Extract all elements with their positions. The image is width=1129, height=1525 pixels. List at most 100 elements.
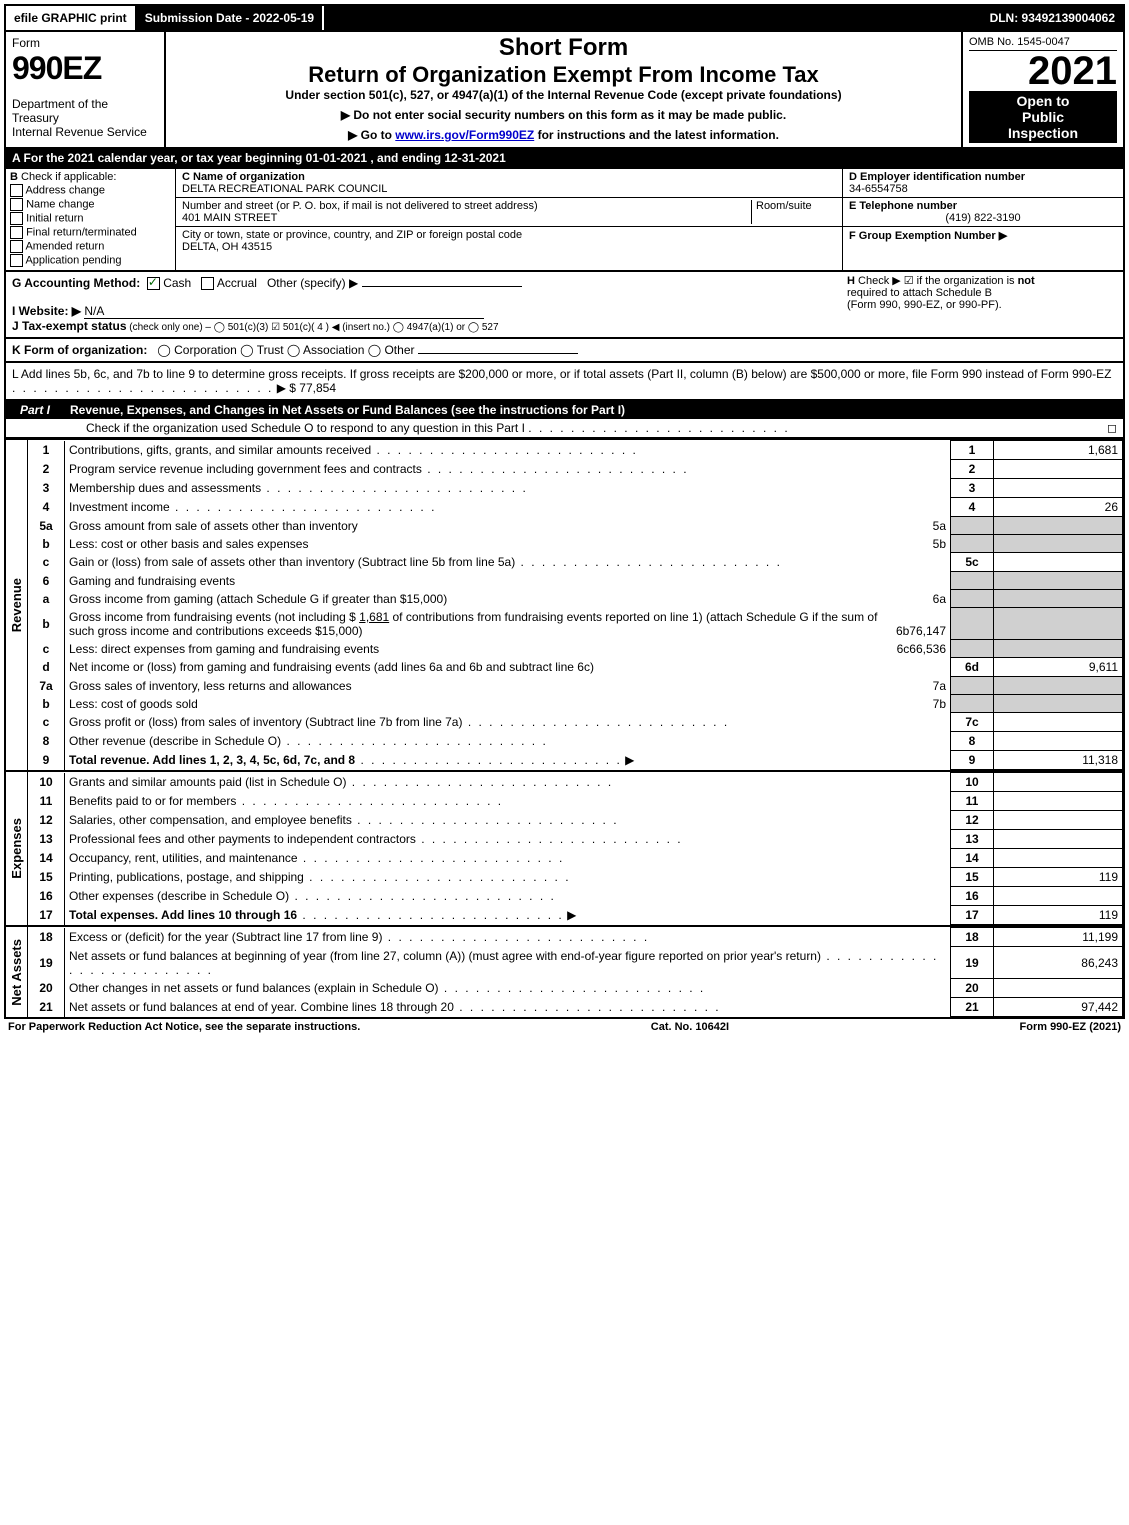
line2-desc: Program service revenue including govern… [69,462,422,476]
k-opts: ◯ Corporation ◯ Trust ◯ Association ◯ Ot… [157,343,414,357]
line6d-desc: Net income or (loss) from gaming and fun… [69,660,594,674]
g-other: Other (specify) ▶ [267,276,358,290]
line20-no: 20 [951,979,994,998]
l-text: L Add lines 5b, 6c, and 7b to line 9 to … [12,367,1111,381]
line12-val [994,811,1123,830]
line17-val: 119 [994,906,1123,925]
line11-no: 11 [951,792,994,811]
opt-pending[interactable]: Application pending [10,254,171,267]
netassets-label: Net Assets [9,939,24,1006]
opt-final-return[interactable]: Final return/terminated [10,226,171,239]
line19-no: 19 [951,947,994,979]
b-check-label: Check if applicable: [21,171,116,183]
revenue-label: Revenue [9,578,24,632]
j-row: J Tax-exempt status (check only one) ‒ ◯… [12,319,1117,333]
submission-date: Submission Date - 2022-05-19 [137,6,324,30]
line21-no: 21 [951,998,994,1017]
j-label: J Tax-exempt status [12,319,127,333]
opt-name-change[interactable]: Name change [10,198,171,211]
header-left: Form 990EZ Department of the Treasury In… [6,32,166,147]
line1-no: 1 [951,441,994,460]
l-row: L Add lines 5b, 6c, and 7b to line 9 to … [4,363,1125,401]
col-B: B Check if applicable: Address change Na… [6,169,176,270]
line15-val: 119 [994,868,1123,887]
line6c-inno: 6c [897,642,910,656]
opt-address-change[interactable]: Address change [10,184,171,197]
c-city-label: City or town, state or province, country… [182,229,522,241]
open-line3: Inspection [973,125,1113,141]
line6b-pre: Gross income from fundraising events (no… [69,610,359,624]
line13-val [994,830,1123,849]
line7c-desc: Gross profit or (loss) from sales of inv… [69,715,462,729]
part-I-container: Part I Revenue, Expenses, and Changes in… [4,401,1125,440]
d-label: D Employer identification number [849,171,1025,183]
h-box: H Check ▶ ☑ if the organization is not r… [847,274,1117,311]
line6c-desc: Less: direct expenses from gaming and fu… [69,642,897,656]
g-accrual-check[interactable] [201,277,214,290]
line20-val [994,979,1123,998]
line12-no: 12 [951,811,994,830]
line14-val [994,849,1123,868]
efile-label: efile GRAPHIC print [6,6,137,30]
line15-no: 15 [951,868,994,887]
netassets-side: Net Assets [6,927,28,1017]
footer-center: Cat. No. 10642I [651,1021,729,1033]
c-name-value: DELTA RECREATIONAL PARK COUNCIL [182,183,387,195]
header-right: OMB No. 1545-0047 2021 Open to Public In… [963,32,1123,147]
form-number: 990EZ [12,50,158,87]
line16-no: 16 [951,887,994,906]
footer-right-pre: Form [1020,1021,1051,1033]
goto-link[interactable]: www.irs.gov/Form990EZ [395,128,534,142]
line8-no: 8 [951,732,994,751]
opt-initial-return[interactable]: Initial return [10,212,171,225]
line6b-amt: 1,681 [359,610,389,624]
revenue-section: Revenue 1 Contributions, gifts, grants, a… [4,440,1125,772]
line14-no: 14 [951,849,994,868]
line9-desc: Total revenue. Add lines 1, 2, 3, 4, 5c,… [69,753,355,767]
line3-no: 3 [951,479,994,498]
c-street-row: Number and street (or P. O. box, if mail… [176,198,842,227]
expenses-section: Expenses 10Grants and similar amounts pa… [4,772,1125,927]
f-label: F Group Exemption Number ▶ [849,230,1007,242]
part-I-check-row: Check if the organization used Schedule … [6,419,1123,438]
h-not: not [1018,275,1035,287]
line6-desc: Gaming and fundraising events [65,572,951,590]
line21-desc: Net assets or fund balances at end of ye… [69,1000,454,1014]
top-bar: efile GRAPHIC print Submission Date - 20… [4,4,1125,32]
line6c-inval: 66,536 [909,642,946,656]
opt-amended[interactable]: Amended return [10,240,171,253]
goto-post: for instructions and the latest informat… [534,128,779,142]
line4-desc: Investment income [69,500,170,514]
line20-desc: Other changes in net assets or fund bala… [69,981,439,995]
open-public-badge: Open to Public Inspection [969,91,1117,143]
j-sub: (check only one) ‒ ◯ 501(c)(3) ☑ 501(c)(… [127,322,499,333]
part-I-checkbox[interactable]: ◻ [1107,421,1117,435]
tax-year: 2021 [969,51,1117,91]
line1-val: 1,681 [994,441,1123,460]
c-street-label: Number and street (or P. O. box, if mail… [182,200,538,212]
part-I-title: Revenue, Expenses, and Changes in Net As… [58,403,625,417]
irs-label: Internal Revenue Service [12,125,158,139]
line5b-inno: 5b [933,537,946,551]
line6b-inval: 76,147 [909,624,946,638]
line7a-desc: Gross sales of inventory, less returns a… [69,679,933,693]
open-line2: Public [973,109,1113,125]
line13-no: 13 [951,830,994,849]
line5a-desc: Gross amount from sale of assets other t… [69,519,933,533]
line6a-desc: Gross income from gaming (attach Schedul… [69,592,933,606]
open-line1: Open to [973,93,1113,109]
line9-arrow: ▶ [625,753,634,767]
expenses-label: Expenses [9,818,24,879]
line7c-no: 7c [951,713,994,732]
g-cash-check[interactable] [147,277,160,290]
line6a-inno: 6a [933,592,946,606]
line12-desc: Salaries, other compensation, and employ… [69,813,352,827]
k-label: K Form of organization: [12,343,147,357]
line1-desc: Contributions, gifts, grants, and simila… [69,443,371,457]
expenses-table: 10Grants and similar amounts paid (list … [28,772,1123,925]
line6d-no: 6d [951,658,994,677]
e-row: E Telephone number (419) 822-3190 [843,198,1123,227]
e-value: (419) 822-3190 [849,212,1117,224]
c-city-value: DELTA, OH 43515 [182,241,272,253]
h-text2: required to attach Schedule B [847,287,992,299]
